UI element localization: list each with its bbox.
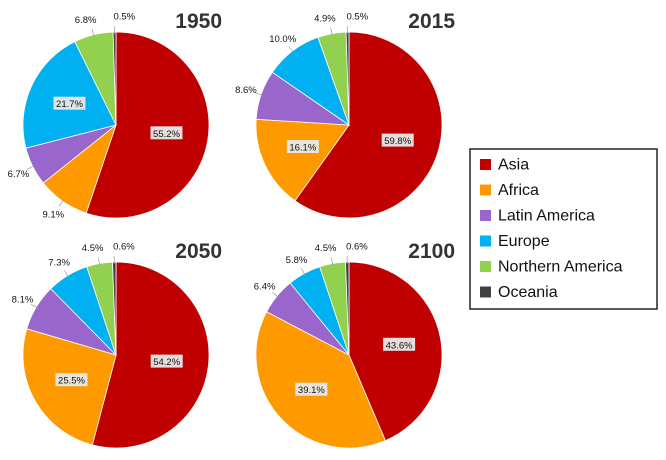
leader-line-africa-1950: [58, 199, 64, 207]
data-label-bg-africa-2015: [286, 140, 319, 153]
leader-line-latin-america-2050: [30, 303, 38, 309]
legend-box: [469, 148, 658, 310]
data-label-europe-1950: 21.7%: [56, 99, 83, 110]
legend-label-oceania: Oceania: [498, 284, 558, 301]
slice-africa-2015: [255, 118, 350, 202]
data-label-africa-2100: 39.1%: [298, 385, 325, 396]
slice-asia-1950: [85, 31, 210, 219]
data-label-oceania-2050: 0.6%: [113, 242, 135, 253]
leader-line-europe-2015: [288, 46, 294, 53]
data-label-asia-2015: 59.8%: [384, 136, 411, 147]
data-label-africa-2015: 16.1%: [289, 143, 316, 154]
data-label-bg-asia-2100: [383, 337, 416, 351]
data-label-europe-2100: 5.8%: [286, 255, 308, 266]
leader-line-northern-america-2050: [98, 257, 101, 266]
data-label-africa-1950: 9.1%: [42, 210, 64, 221]
pie-2015: 59.8% 16.1% 8.6% 10.0% 4.9% 0.5% 2015: [235, 10, 455, 219]
legend-label-northern-america: Northern America: [498, 259, 623, 276]
legend-swatch-africa: [480, 184, 491, 196]
data-label-asia-1950: 55.2%: [153, 129, 180, 140]
pie-2050: 54.2% 25.5% 8.1% 7.3% 4.5% 0.6% 2050: [12, 240, 222, 449]
chart-title-1950: 1950: [175, 10, 222, 33]
data-label-bg-asia-1950: [150, 126, 183, 140]
data-label-latin-america-2050: 8.1%: [12, 295, 34, 306]
data-label-asia-2050: 54.2%: [153, 357, 180, 368]
legend-swatch-oceania: [480, 286, 491, 298]
slice-asia-2100: [348, 261, 443, 442]
legend-label-europe: Europe: [498, 233, 550, 250]
legend-swatch-latin-america: [480, 210, 491, 221]
chart-title-2050: 2050: [175, 240, 222, 263]
chart-title-2100: 2100: [408, 240, 455, 263]
leader-line-northern-america-1950: [91, 28, 95, 37]
leader-line-latin-america-2015: [255, 92, 263, 96]
data-label-latin-america-2100: 6.4%: [254, 282, 276, 293]
data-label-europe-2050: 7.3%: [48, 258, 70, 269]
leader-line-europe-2050: [64, 270, 69, 278]
data-label-bg-asia-2015: [381, 133, 414, 147]
data-label-northern-america-1950: 6.8%: [75, 15, 97, 26]
leader-line-europe-2100: [300, 268, 306, 276]
data-label-africa-2050: 25.5%: [58, 376, 85, 387]
chart-title-2015: 2015: [408, 10, 455, 33]
legend-label-africa: Africa: [498, 182, 539, 199]
data-label-bg-africa-2050: [55, 373, 88, 387]
data-label-oceania-2100: 0.6%: [346, 242, 368, 253]
slice-asia-2050: [91, 261, 210, 449]
leader-line-northern-america-2015: [330, 27, 333, 36]
leader-line-latin-america-1950: [27, 165, 35, 170]
data-label-bg-africa-2100: [295, 382, 328, 396]
legend-swatch-europe: [480, 235, 491, 247]
slice-africa-2050: [22, 328, 117, 446]
data-label-bg-asia-2050: [150, 354, 183, 368]
legend: Asia Africa Latin America Europe Northern Am…: [469, 148, 658, 310]
leader-line-northern-america-2100: [331, 257, 334, 266]
pie-1950: 55.2% 9.1% 6.7% 21.7% 6.8% 0.5% 1950: [8, 10, 222, 221]
slice-asia-2015: [294, 31, 443, 219]
data-label-latin-america-2015: 8.6%: [235, 85, 257, 96]
data-label-northern-america-2100: 4.5%: [315, 243, 337, 254]
data-label-northern-america-2015: 4.9%: [314, 13, 336, 24]
data-label-asia-2100: 43.6%: [386, 340, 413, 351]
data-label-oceania-2015: 0.5%: [346, 12, 368, 23]
pie-2100: 43.6% 39.1% 6.4% 5.8% 4.5% 0.6% 2100: [254, 240, 455, 449]
data-label-latin-america-1950: 6.7%: [8, 169, 30, 180]
legend-label-asia: Asia: [498, 157, 529, 174]
data-label-europe-2015: 10.0%: [269, 34, 296, 45]
leader-line-latin-america-2100: [272, 292, 279, 298]
legend-swatch-northern-america: [480, 261, 491, 272]
slice-africa-2100: [255, 311, 386, 449]
slice-europe-1950: [22, 41, 117, 149]
data-label-bg-europe-1950: [53, 96, 86, 110]
legend-swatch-asia: [480, 159, 491, 170]
legend-label-latin-america: Latin America: [498, 208, 595, 225]
data-label-oceania-1950: 0.5%: [113, 12, 135, 23]
data-label-northern-america-2050: 4.5%: [82, 243, 104, 254]
